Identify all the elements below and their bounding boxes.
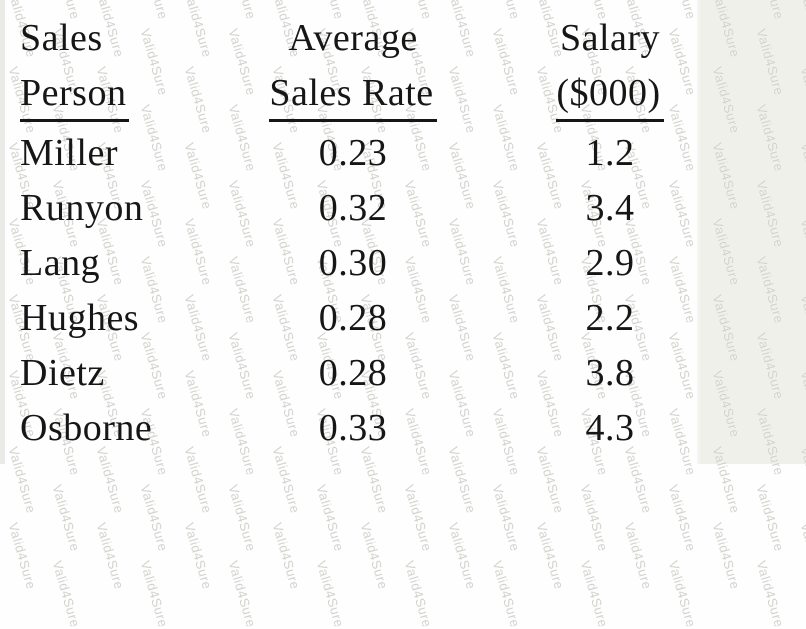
cell-salary: 2.2 bbox=[585, 297, 635, 339]
watermark-text: Valid4Sure bbox=[753, 483, 787, 554]
table-row: Osborne 0.33 4.3 bbox=[20, 406, 747, 461]
watermark-text: Valid4Sure bbox=[313, 559, 347, 629]
cell-rate: 0.28 bbox=[318, 352, 388, 394]
watermark-text: Valid4Sure bbox=[709, 521, 743, 592]
cell-salary: 3.8 bbox=[585, 352, 635, 394]
cell-rate: 0.30 bbox=[318, 242, 388, 284]
col-header-rate-line2: Sales Rate bbox=[233, 71, 473, 131]
cell-person: Lang bbox=[20, 242, 101, 284]
table-row: Dietz 0.28 3.8 bbox=[20, 351, 747, 406]
cell-salary: 4.3 bbox=[585, 407, 635, 449]
watermark-text: Valid4Sure bbox=[137, 483, 171, 554]
watermark-text: Valid4Sure bbox=[357, 521, 391, 592]
watermark-text: Valid4Sure bbox=[313, 483, 347, 554]
watermark-text: Valid4Sure bbox=[665, 483, 699, 554]
table-header-line1: Sales Average Salary bbox=[20, 16, 747, 71]
watermark-text: Valid4Sure bbox=[665, 559, 699, 629]
watermark-text: Valid4Sure bbox=[93, 521, 127, 592]
table-row: Hughes 0.28 2.2 bbox=[20, 296, 747, 351]
cell-person: Osborne bbox=[20, 407, 153, 449]
col-header-rate-line1: Average bbox=[288, 17, 418, 59]
page-edge-strip bbox=[0, 0, 5, 464]
watermark-text: Valid4Sure bbox=[577, 483, 611, 554]
cell-rate: 0.33 bbox=[318, 407, 388, 449]
cell-salary: 2.9 bbox=[585, 242, 635, 284]
watermark-text: Valid4Sure bbox=[225, 483, 259, 554]
watermark-text: Valid4Sure bbox=[489, 483, 523, 554]
cell-person: Hughes bbox=[20, 297, 140, 339]
underlined-header: Sales Rate bbox=[269, 71, 437, 123]
cell-salary: 3.4 bbox=[585, 187, 635, 229]
watermark-text: Valid4Sure bbox=[49, 559, 83, 629]
watermark-text: Valid4Sure bbox=[225, 559, 259, 629]
table-row: Lang 0.30 2.9 bbox=[20, 241, 747, 296]
underlined-header: Person bbox=[20, 71, 130, 123]
watermark-text: Valid4Sure bbox=[401, 559, 435, 629]
cell-person: Runyon bbox=[20, 187, 144, 229]
cell-person: Dietz bbox=[20, 352, 105, 394]
col-header-person-line1: Sales bbox=[20, 17, 103, 59]
cell-person: Miller bbox=[20, 132, 118, 174]
watermark-text: Valid4Sure bbox=[137, 559, 171, 629]
watermark-text: Valid4Sure bbox=[753, 559, 787, 629]
watermark-text: Valid4Sure bbox=[489, 559, 523, 629]
table-row: Miller 0.23 1.2 bbox=[20, 131, 747, 186]
cell-rate: 0.32 bbox=[318, 187, 388, 229]
table-row: Runyon 0.32 3.4 bbox=[20, 186, 747, 241]
col-header-person-line2: Person bbox=[20, 71, 233, 131]
watermark-text: Valid4Sure bbox=[577, 559, 611, 629]
underlined-header: ($000) bbox=[556, 71, 664, 123]
watermark-text: Valid4Sure bbox=[49, 483, 83, 554]
watermark-text: Valid4Sure bbox=[797, 521, 806, 592]
cell-rate: 0.28 bbox=[318, 297, 388, 339]
watermark-text: Valid4Sure bbox=[5, 521, 39, 592]
scan-margin bbox=[697, 0, 806, 464]
sales-table: Sales Average Salary Person Sales Rate (… bbox=[20, 16, 747, 461]
watermark-text: Valid4Sure bbox=[621, 521, 655, 592]
table-header-line2: Person Sales Rate ($000) bbox=[20, 71, 747, 131]
watermark-text: Valid4Sure bbox=[401, 483, 435, 554]
cell-rate: 0.23 bbox=[318, 132, 388, 174]
col-header-salary-line1: Salary bbox=[559, 17, 661, 59]
cell-salary: 1.2 bbox=[585, 132, 635, 174]
watermark-text: Valid4Sure bbox=[181, 521, 215, 592]
col-header-salary-line2: ($000) bbox=[473, 71, 747, 131]
watermark-text: Valid4Sure bbox=[533, 521, 567, 592]
watermark-text: Valid4Sure bbox=[445, 521, 479, 592]
watermark-text: Valid4Sure bbox=[269, 521, 303, 592]
